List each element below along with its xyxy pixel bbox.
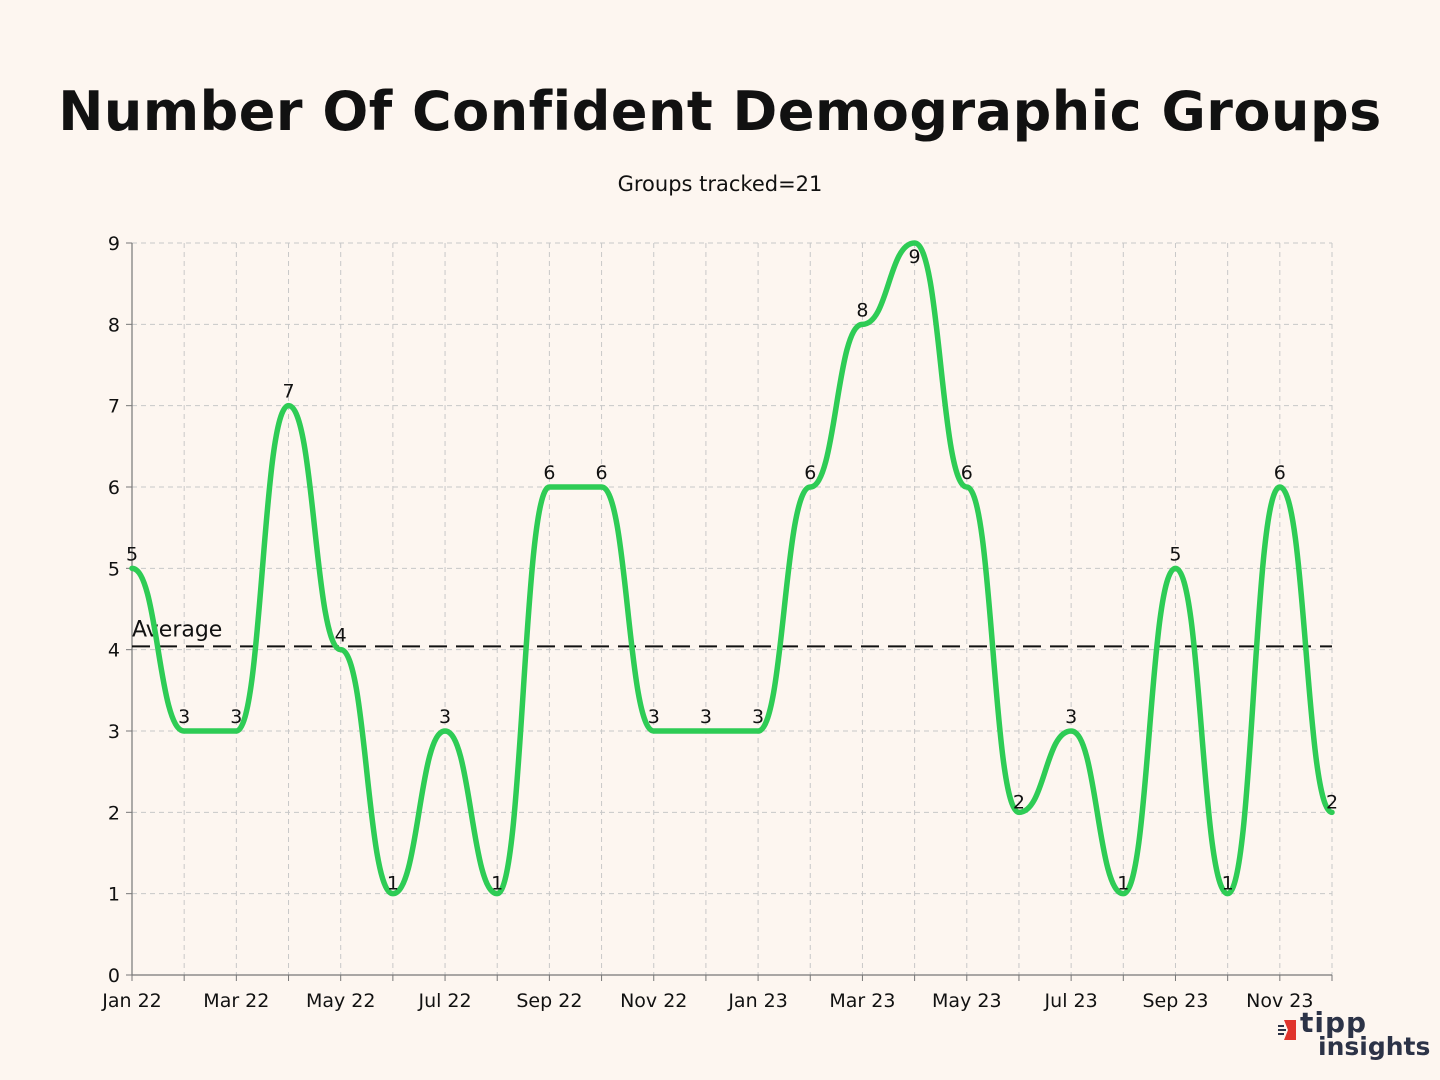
x-tick-label: Jan 23 (727, 990, 788, 1012)
data-label: 1 (1222, 873, 1234, 895)
grid (132, 242, 1333, 975)
data-label: 3 (230, 706, 242, 728)
x-tick-label: Jan 22 (101, 990, 162, 1012)
data-label: 1 (387, 873, 399, 895)
y-tick-label: 5 (108, 558, 120, 580)
tipp-insights-logo: tipp insights (1278, 1006, 1431, 1068)
data-label: 3 (752, 706, 764, 728)
data-label: 3 (648, 706, 660, 728)
data-label: 5 (126, 543, 138, 565)
y-tick-label: 4 (108, 640, 120, 662)
data-label: 3 (178, 706, 190, 728)
x-tick-label: Sep 22 (516, 990, 582, 1012)
data-label: 3 (1065, 706, 1077, 728)
x-tick-label: May 23 (932, 990, 1002, 1012)
y-tick-label: 9 (108, 233, 120, 255)
x-tick-label: Nov 23 (1246, 990, 1313, 1012)
data-label: 6 (543, 462, 555, 484)
data-label: 2 (1326, 791, 1338, 813)
data-label: 8 (856, 299, 868, 321)
x-tick-label: May 22 (306, 990, 376, 1012)
data-label: 3 (439, 706, 451, 728)
data-label: 6 (596, 462, 608, 484)
y-tick-label: 2 (108, 802, 120, 824)
data-label: 4 (335, 625, 347, 647)
data-label: 1 (491, 873, 503, 895)
data-label: 2 (1013, 791, 1025, 813)
data-label: 1 (1117, 873, 1129, 895)
x-tick-label: Sep 23 (1142, 990, 1208, 1012)
data-label: 6 (804, 462, 816, 484)
chart-subtitle: Groups tracked=21 (617, 172, 823, 196)
x-tick-label: Nov 22 (620, 990, 687, 1012)
y-tick-label: 8 (108, 314, 120, 336)
brand-line1: tipp (1300, 1006, 1368, 1039)
average-label: Average (132, 617, 222, 642)
chart-title: Number Of Confident Demographic Groups (58, 80, 1382, 143)
x-tick-label: Mar 22 (203, 990, 269, 1012)
data-label: 6 (1274, 462, 1286, 484)
y-tick-label: 7 (108, 396, 120, 418)
data-label: 7 (282, 381, 294, 403)
y-tick-label: 3 (108, 721, 120, 743)
y-tick-label: 1 (108, 884, 120, 906)
brand-line2: insights (1318, 1032, 1431, 1061)
y-tick-label: 6 (108, 477, 120, 499)
series-line (129, 240, 1335, 897)
y-tick-label: 0 (108, 965, 120, 987)
data-label: 6 (961, 462, 973, 484)
x-tick-label: Mar 23 (829, 990, 895, 1012)
brand-arrow-icon (1278, 1020, 1296, 1040)
x-tick-label: Jul 23 (1044, 990, 1098, 1012)
x-tick-label: Jul 22 (417, 990, 471, 1012)
data-label: 3 (700, 706, 712, 728)
data-label: 9 (909, 246, 921, 268)
data-label: 5 (1169, 543, 1181, 565)
